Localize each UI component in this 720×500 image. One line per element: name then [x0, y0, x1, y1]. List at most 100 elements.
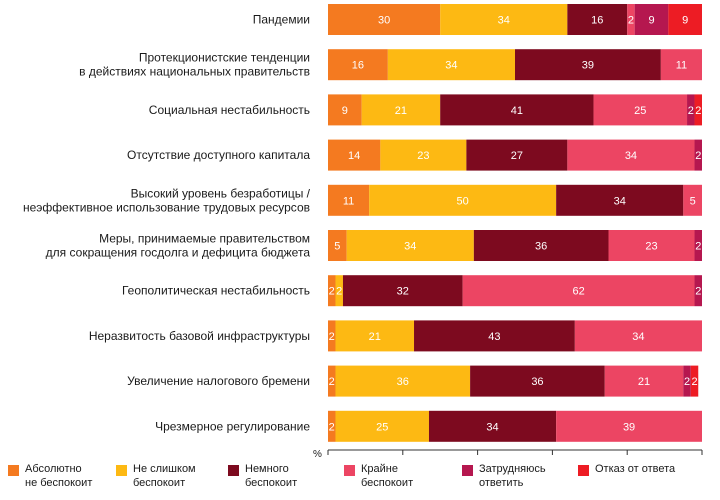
segment-value-label: 2 — [684, 376, 690, 388]
segment-value-label: 39 — [623, 421, 635, 433]
segment-value-label: 16 — [591, 15, 603, 27]
segment-value-label: 2 — [695, 241, 701, 253]
legend-item: Затрудняюсь ответить — [462, 462, 546, 490]
legend-label: Немного беспокоит — [245, 463, 298, 489]
legend-label: Не слишком беспокоит — [133, 463, 196, 489]
bar-segment — [687, 94, 695, 126]
bar-segment — [683, 184, 702, 216]
bar-segment — [515, 49, 661, 81]
segment-value-label: 41 — [511, 105, 523, 117]
segment-value-label: 2 — [329, 286, 335, 298]
bar-segment — [428, 410, 557, 442]
segment-value-label: 9 — [648, 15, 654, 27]
segment-value-label: 23 — [645, 241, 657, 253]
legend-swatch — [344, 465, 355, 476]
segment-value-label: 16 — [352, 60, 364, 72]
segment-value-label: 2 — [695, 105, 701, 117]
bar-segment — [369, 184, 557, 216]
segment-value-label: 34 — [632, 331, 644, 343]
category-label: Высокий уровень безработицы / неэффективн… — [23, 186, 311, 214]
segment-value-label: 2 — [336, 286, 342, 298]
segment-value-label: 34 — [404, 241, 416, 253]
legend-swatch — [8, 465, 19, 476]
segment-value-label: 21 — [395, 105, 407, 117]
bar-segment — [556, 410, 702, 442]
segment-value-label: 30 — [378, 15, 390, 27]
segment-value-label: 9 — [342, 105, 348, 117]
bar-segment — [328, 410, 336, 442]
segment-value-label: 5 — [334, 241, 340, 253]
bar-row: Высокий уровень безработицы / неэффективн… — [23, 184, 702, 216]
bar-segment — [328, 230, 347, 261]
segment-value-label: 5 — [690, 195, 696, 207]
segment-value-label: 34 — [486, 421, 498, 433]
segment-value-label: 11 — [676, 60, 687, 72]
bar-segment — [328, 275, 336, 307]
segment-value-label: 2 — [628, 15, 634, 27]
bar-segment — [694, 275, 702, 307]
bar-segment — [380, 139, 467, 171]
legend-item: Не слишком беспокоит — [116, 462, 196, 490]
bar-segment — [627, 4, 635, 35]
bar-segment — [470, 365, 605, 397]
bar-segment — [328, 184, 370, 216]
category-label: Социальная нестабильность — [149, 103, 310, 117]
segment-value-label: 2 — [695, 286, 701, 298]
bar-segment — [608, 230, 695, 261]
segment-value-label: 11 — [343, 195, 354, 207]
bar-segment — [593, 94, 688, 126]
bar-segment — [328, 94, 362, 126]
bar-segment — [328, 49, 388, 81]
bar-segment — [328, 365, 336, 397]
segment-value-label: 36 — [535, 241, 547, 253]
bar-segment — [556, 184, 684, 216]
bar-segment — [567, 4, 628, 35]
chart-legend: Абсолютно не беспокоит Не слишком беспоко… — [0, 462, 720, 500]
bar-segment — [335, 365, 471, 397]
legend-item: Немного беспокоит — [228, 462, 297, 490]
segment-value-label: 2 — [329, 376, 335, 388]
legend-label: Абсолютно не беспокоит — [25, 463, 93, 489]
bar-segment — [440, 4, 568, 35]
segment-value-label: 32 — [397, 286, 409, 298]
segment-value-label: 43 — [488, 331, 500, 343]
segment-value-label: 2 — [329, 331, 335, 343]
bar-segment — [634, 4, 669, 35]
segment-value-label: 2 — [691, 376, 697, 388]
segment-value-label: 2 — [688, 105, 694, 117]
segment-value-label: 25 — [634, 105, 646, 117]
segment-value-label: 27 — [511, 150, 523, 162]
segment-value-label: 9 — [682, 15, 688, 27]
bar-segment — [335, 275, 343, 307]
legend-item: Крайне беспокоит — [344, 462, 413, 490]
category-label: Неразвитость базовой инфраструктуры — [89, 329, 310, 343]
segment-value-label: 25 — [376, 421, 388, 433]
bar-segment — [440, 94, 594, 126]
legend-label: Отказ от ответа — [595, 463, 676, 475]
legend-swatch — [462, 465, 473, 476]
bar-segment — [694, 230, 702, 261]
bar-segment — [335, 410, 429, 442]
bar-segment — [690, 365, 699, 397]
bar-row: Протекционистские тенденции в действиях н… — [79, 49, 702, 81]
bar-segment — [342, 275, 463, 307]
bar-row: Пандемии 30 34 16 2 9 9 — [253, 4, 702, 35]
segment-value-label: 34 — [498, 15, 510, 27]
bar-row: Меры, принимаемые правительством для сокр… — [46, 230, 702, 261]
stacked-bar-chart: Пандемии 30 34 16 2 9 9 Протекционистские тенде… — [23, 4, 713, 462]
bar-segment — [328, 139, 381, 171]
bar-segment — [473, 230, 609, 261]
bar-row: Увеличение налогового бремени 2 36 36 21 2 2 — [127, 365, 699, 397]
bar-segment — [328, 320, 336, 352]
bar-segment — [462, 275, 695, 307]
category-label: Протекционистские тенденции в действиях н… — [79, 51, 310, 79]
legend-swatch — [228, 465, 239, 476]
segment-value-label: 62 — [572, 286, 584, 298]
segment-value-label: 36 — [397, 376, 409, 388]
segment-value-label: 21 — [638, 376, 650, 388]
segment-value-label: 2 — [329, 421, 335, 433]
bar-segment — [668, 4, 702, 35]
x-tick-label: 80 — [620, 461, 634, 462]
category-label: Меры, принимаемые правительством для сокр… — [46, 232, 311, 260]
segment-value-label: 21 — [369, 331, 381, 343]
